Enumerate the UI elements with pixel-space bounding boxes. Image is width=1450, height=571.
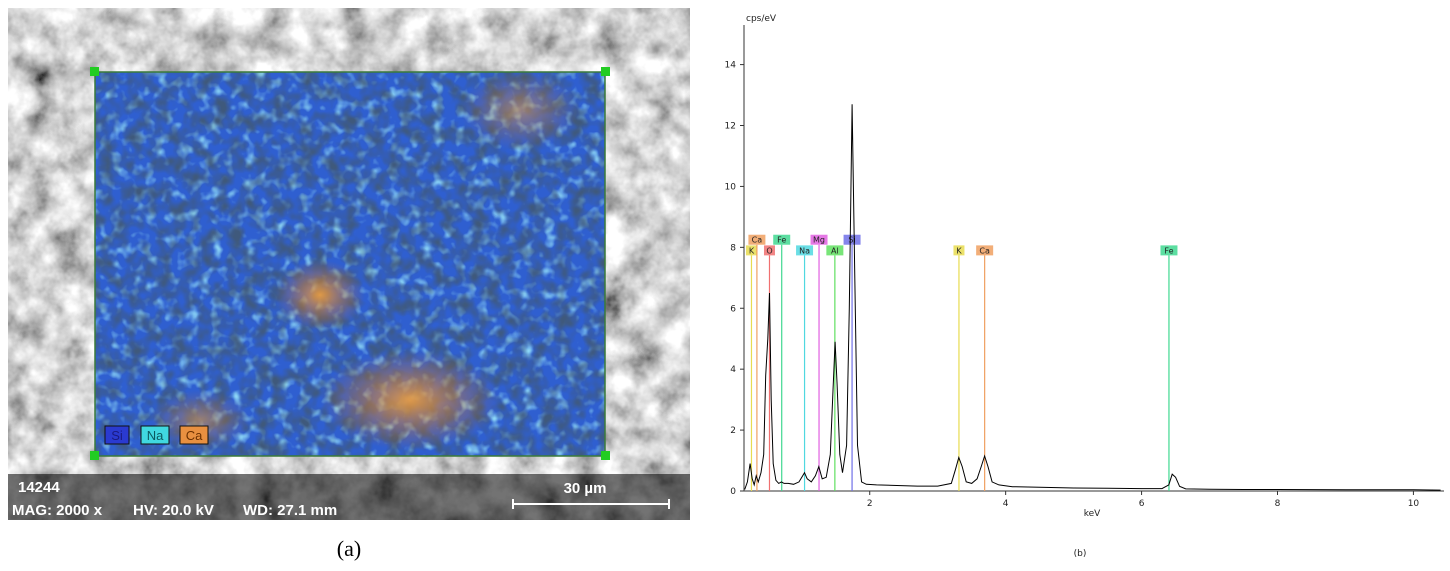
ca-region [150, 390, 250, 450]
legend-label: Ca [186, 428, 203, 443]
element-label: Ca [752, 236, 763, 245]
legend-swatch [140, 425, 170, 445]
element-label: Na [799, 246, 810, 255]
info-bar [8, 474, 690, 520]
y-tick-label: 2 [730, 426, 736, 436]
element-label: Fe [777, 236, 786, 245]
mag: MAG: 2000 x [12, 502, 103, 519]
corner-markers [90, 67, 610, 460]
y-tick-label: 8 [730, 243, 736, 253]
element-label: K [956, 246, 962, 255]
element-label: K [749, 246, 755, 255]
hv: HV: 20.0 kV [133, 502, 214, 519]
scale-bar [512, 499, 670, 509]
sem-panel: Si Na Ca 14244 MAG: 2000 x HV: 20.0 kV W… [8, 8, 690, 561]
x-axis-label: keV [1084, 509, 1101, 519]
element-tag [748, 234, 766, 245]
element-tag [763, 245, 775, 256]
image-id: 14244 [18, 479, 60, 496]
element-label: Fe [1164, 246, 1173, 255]
element-tag [843, 234, 861, 245]
element-label: O [766, 246, 772, 255]
legend-swatch [104, 425, 130, 445]
legend-label: Na [147, 428, 164, 443]
element-tag [773, 234, 791, 245]
ca-region [460, 70, 580, 150]
x-tick-label: 2 [867, 499, 873, 509]
element-tag [745, 245, 757, 256]
legend-label: Si [111, 428, 123, 443]
element-tag [826, 245, 844, 256]
wd: WD: 27.1 mm [243, 502, 337, 519]
element-tag [1160, 245, 1178, 256]
element-tag [810, 234, 828, 245]
x-tick-label: 4 [1003, 499, 1009, 509]
caption: (b) [1074, 549, 1087, 559]
x-tick-label: 6 [1139, 499, 1145, 509]
element-tag [953, 245, 965, 256]
element-label: Ca [979, 246, 990, 255]
spectrum-line [744, 104, 1441, 491]
y-tick-label: 0 [730, 487, 736, 497]
caption: (a) [337, 536, 361, 561]
x-tick-label: 10 [1408, 499, 1420, 509]
element-label: Mg [813, 236, 825, 245]
ca-region [320, 350, 500, 450]
y-tick-label: 10 [725, 182, 737, 192]
scale-label: 30 µm [564, 480, 607, 497]
element-tag [796, 245, 814, 256]
element-label: Al [831, 246, 839, 255]
y-tick-label: 14 [725, 61, 737, 71]
y-axis-label: cps/eV [746, 14, 777, 24]
map-frame [94, 71, 606, 457]
y-tick-label: 12 [725, 122, 736, 132]
legend-swatch [179, 425, 209, 445]
element-tag [976, 245, 994, 256]
y-tick-label: 6 [730, 304, 736, 314]
ca-region [275, 260, 365, 330]
x-tick-label: 8 [1275, 499, 1281, 509]
y-tick-label: 4 [730, 365, 736, 375]
element-label: Si [848, 236, 855, 245]
